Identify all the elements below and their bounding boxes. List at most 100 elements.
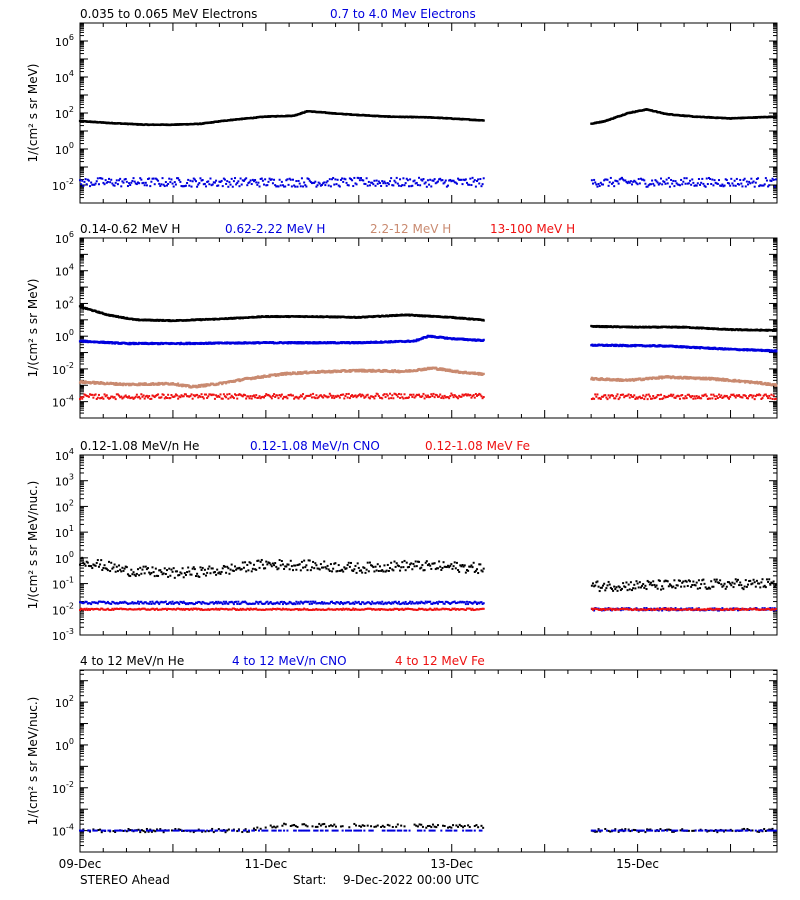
data-point <box>139 177 142 180</box>
data-point <box>470 184 473 187</box>
data-point <box>724 178 727 181</box>
data-point <box>379 341 382 344</box>
data-point <box>171 182 174 185</box>
data-point <box>606 178 609 181</box>
data-point <box>367 180 370 183</box>
data-point <box>703 184 706 187</box>
y-tick-label: 10-4 <box>52 394 74 410</box>
data-point <box>426 179 429 182</box>
data-point <box>452 179 455 182</box>
data-point <box>116 183 119 186</box>
data-point <box>88 381 92 384</box>
data-point <box>593 178 596 181</box>
data-point <box>358 179 361 182</box>
data-point <box>666 182 669 185</box>
data-point <box>90 181 93 184</box>
data-point <box>424 181 427 184</box>
data-point <box>397 184 400 187</box>
data-point <box>697 178 700 181</box>
data-point <box>676 183 679 186</box>
data-point <box>138 382 141 385</box>
data-point <box>172 185 175 188</box>
data-point <box>202 183 205 186</box>
y-tick-label: 104 <box>55 69 74 85</box>
data-point <box>143 382 146 385</box>
data-point <box>217 184 220 187</box>
data-point <box>293 184 296 187</box>
data-point <box>407 185 410 188</box>
y-tick-label: 102 <box>55 295 74 311</box>
data-point <box>641 178 644 181</box>
data-point <box>339 178 342 181</box>
data-point <box>634 180 637 183</box>
data-point <box>624 179 627 182</box>
data-point <box>675 182 678 185</box>
data-point <box>377 180 380 183</box>
data-point <box>270 178 273 181</box>
data-point <box>723 184 726 187</box>
data-point <box>753 185 756 188</box>
data-point <box>355 370 358 373</box>
data-point <box>638 182 641 185</box>
data-point <box>135 183 138 186</box>
data-point <box>719 184 722 187</box>
data-point <box>773 185 776 188</box>
data-point <box>93 382 97 385</box>
data-point <box>662 180 665 183</box>
data-point <box>744 185 747 188</box>
data-point <box>464 178 467 181</box>
data-point <box>79 179 81 182</box>
data-point <box>643 179 646 182</box>
data-point <box>320 369 324 372</box>
data-point <box>683 177 686 180</box>
data-point <box>701 177 704 180</box>
data-point <box>169 181 172 184</box>
data-point <box>81 179 84 182</box>
data-point <box>610 182 613 185</box>
data-point <box>99 177 102 180</box>
data-point <box>258 185 261 188</box>
data-point <box>305 370 308 373</box>
data-point <box>328 178 331 181</box>
data-point <box>198 385 201 388</box>
data-point <box>121 384 125 387</box>
data-point <box>91 183 94 186</box>
data-point <box>176 383 179 387</box>
data-point <box>219 181 222 184</box>
data-point <box>353 369 356 372</box>
data-point <box>286 178 289 181</box>
data-point <box>471 176 474 179</box>
data-point <box>239 177 242 180</box>
data-point <box>429 178 432 181</box>
data-point <box>191 385 194 389</box>
data-point <box>372 183 375 186</box>
data-point <box>380 184 383 187</box>
data-point <box>399 178 402 181</box>
data-point <box>285 179 288 182</box>
data-point <box>748 180 751 183</box>
data-point <box>448 370 451 373</box>
data-point <box>441 179 444 182</box>
data-point <box>110 178 113 181</box>
data-point <box>334 178 337 181</box>
data-point <box>257 181 260 184</box>
data-point <box>116 341 120 344</box>
data-point <box>438 178 441 181</box>
data-point <box>343 177 346 180</box>
data-point <box>760 184 763 187</box>
data-point <box>482 372 485 375</box>
data-point <box>248 181 251 184</box>
data-point <box>222 177 225 180</box>
legend-entry: 2.2-12 MeV H <box>370 222 451 236</box>
data-point <box>112 381 115 385</box>
data-point <box>408 369 411 372</box>
data-point <box>454 181 457 184</box>
data-point <box>754 181 757 184</box>
data-point <box>367 370 370 373</box>
data-point <box>311 342 315 345</box>
data-point <box>209 177 212 180</box>
data-point <box>303 370 306 373</box>
data-point <box>173 181 176 184</box>
data-point <box>142 181 145 184</box>
